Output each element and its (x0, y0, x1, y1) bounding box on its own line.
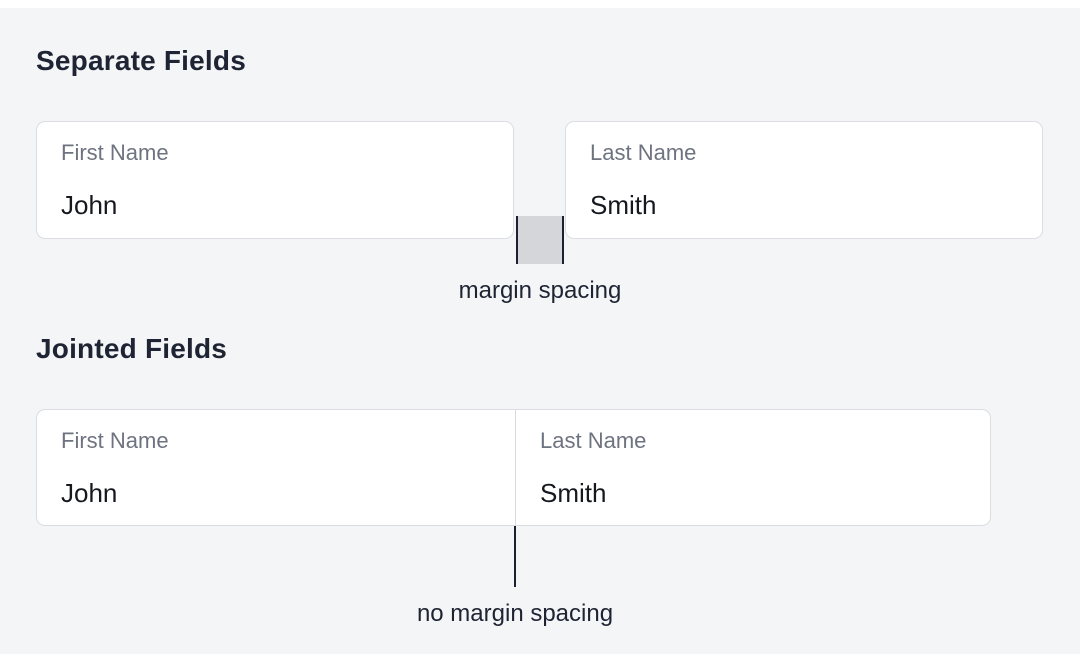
separate-last-name-field[interactable]: Last Name Smith (565, 121, 1043, 239)
jointed-first-name-field[interactable]: First Name John (37, 410, 516, 525)
jointed-last-name-field[interactable]: Last Name Smith (516, 410, 990, 525)
first-name-label: First Name (61, 428, 169, 453)
last-name-value: Smith (590, 190, 657, 220)
jointed-fields-card: First Name John Last Name Smith (36, 409, 991, 526)
first-name-label: First Name (61, 140, 169, 165)
margin-spacing-indicator (516, 216, 564, 264)
page-background-panel: Separate Fields First Name John Last Nam… (0, 8, 1080, 654)
jointed-fields-heading: Jointed Fields (36, 333, 228, 364)
margin-spacing-caption: margin spacing (458, 277, 622, 304)
last-name-value: Smith (540, 478, 607, 508)
no-margin-spacing-caption: no margin spacing (416, 600, 614, 627)
first-name-value: John (61, 190, 118, 220)
separate-fields-heading: Separate Fields (36, 45, 246, 76)
no-margin-pointer-line (514, 526, 516, 587)
last-name-label: Last Name (590, 140, 697, 165)
first-name-value: John (61, 478, 118, 508)
last-name-label: Last Name (540, 428, 647, 453)
separate-first-name-field[interactable]: First Name John (36, 121, 514, 239)
